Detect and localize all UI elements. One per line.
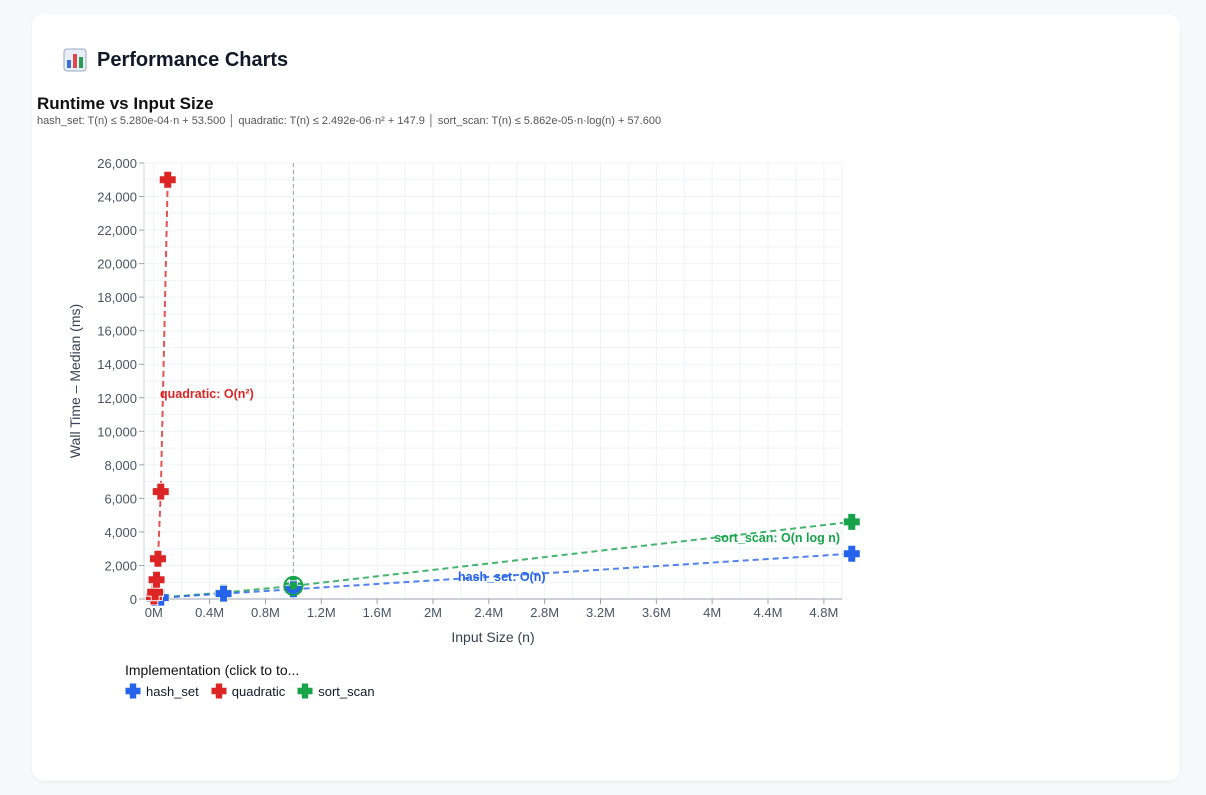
y-tick-label: 20,000 xyxy=(97,257,137,272)
x-tick-label: 1.6M xyxy=(363,605,392,620)
y-tick-label: 4,000 xyxy=(104,525,137,540)
y-tick-label: 10,000 xyxy=(97,424,137,439)
y-tick-label: 18,000 xyxy=(97,290,137,305)
x-tick-label: 2M xyxy=(424,605,442,620)
y-tick-label: 22,000 xyxy=(97,223,137,238)
label-layer: hash_set: O(n) quadratic: O(n²) sort_scan:… xyxy=(160,387,840,584)
x-tick-label: 3.2M xyxy=(586,605,615,620)
x-tick-label: 1.2M xyxy=(307,605,336,620)
data-point-hash_set[interactable] xyxy=(842,544,861,563)
x-tick-label: 2.8M xyxy=(530,605,559,620)
chart-title: Runtime vs Input Size xyxy=(37,94,214,113)
x-tick-label: 4.4M xyxy=(754,605,783,620)
data-point-quadratic[interactable] xyxy=(147,570,166,589)
legend-swatch-sort_scan xyxy=(297,683,313,699)
card-title: Performance Charts xyxy=(97,48,289,71)
fit-label-sort_scan: sort_scan: O(n log n) xyxy=(714,531,840,545)
data-point-quadratic[interactable] xyxy=(158,170,177,189)
legend-swatch-quadratic xyxy=(211,683,227,699)
y-tick-label: 12,000 xyxy=(97,391,137,406)
legend-item-sort_scan[interactable]: sort_scan xyxy=(297,683,375,699)
y-axis-title: Wall Time – Median (ms) xyxy=(67,304,83,458)
y-tick-label: 8,000 xyxy=(104,458,137,473)
legend-marker-sort_scan xyxy=(297,683,313,699)
fit-label-quadratic: quadratic: O(n²) xyxy=(160,387,254,401)
data-point-quadratic[interactable] xyxy=(146,583,165,602)
bar-chart-icon xyxy=(63,48,87,72)
legend-item-quadratic[interactable]: quadratic xyxy=(211,683,285,699)
x-tick-label: 3.6M xyxy=(642,605,671,620)
x-tick-label: 0.4M xyxy=(195,605,224,620)
data-point-sort_scan[interactable] xyxy=(842,512,861,531)
legend-label-hash_set: hash_set xyxy=(146,683,199,699)
x-tick-label: 4M xyxy=(703,605,721,620)
highlight-ring xyxy=(283,575,304,596)
legend-label-sort_scan: sort_scan xyxy=(318,683,375,699)
legend-swatch-hash_set xyxy=(125,683,141,699)
data-point-quadratic[interactable] xyxy=(149,549,167,568)
y-tick-label: 24,000 xyxy=(97,190,137,205)
y-tick-label: 0 xyxy=(130,592,137,607)
legend-marker-quadratic xyxy=(211,683,227,699)
x-tick-label: 0.8M xyxy=(251,605,280,620)
data-point-quadratic[interactable] xyxy=(151,482,170,501)
data-point-hash_set[interactable] xyxy=(214,584,233,603)
x-axis-title: Input Size (n) xyxy=(451,629,534,645)
fit-label-hash_set: hash_set: O(n) xyxy=(458,570,546,584)
series-layer xyxy=(145,170,861,607)
y-tick-label: 2,000 xyxy=(104,558,137,573)
chart-subtitle: hash_set: T(n) ≤ 5.280e-04·n + 53.500 │ … xyxy=(37,115,662,127)
legend-marker-hash_set xyxy=(125,683,141,699)
chart-legend: Implementation (click to to... hash_set q… xyxy=(125,662,375,699)
x-tick-label: 4.8M xyxy=(809,605,838,620)
highlight-dot xyxy=(289,581,298,590)
legend-item-hash_set[interactable]: hash_set xyxy=(125,683,199,699)
y-tick-label: 26,000 xyxy=(97,156,137,171)
legend-title: Implementation (click to to... xyxy=(125,662,300,678)
legend-label-quadratic: quadratic xyxy=(231,683,286,699)
axes-layer: 0M 0.4M 0.8M 1.2M 1.6M 2M 2.4M 2.8M 3.2M 3.6M 4M 4.… xyxy=(67,156,842,645)
card-header: Performance Charts xyxy=(63,48,288,72)
x-tick-label: 0M xyxy=(145,605,163,620)
grid-layer xyxy=(143,162,843,600)
y-tick-label: 6,000 xyxy=(104,491,137,506)
x-tick-label: 2.4M xyxy=(474,605,503,620)
y-tick-label: 16,000 xyxy=(97,324,137,339)
y-tick-label: 14,000 xyxy=(97,357,137,372)
legend-items: hash_set quadratic sort_scan xyxy=(125,683,375,699)
